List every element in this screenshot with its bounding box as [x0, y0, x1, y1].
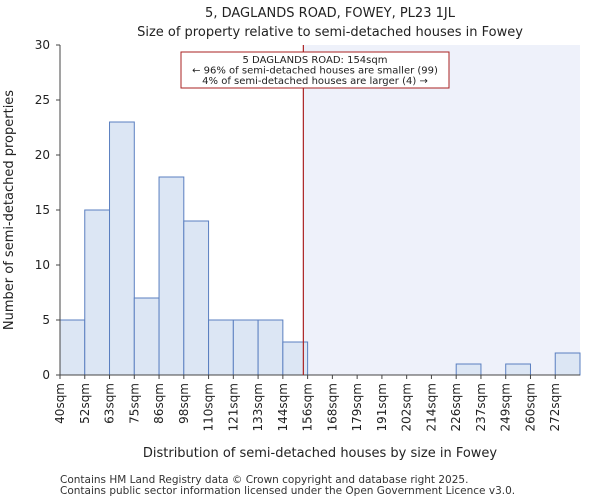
x-tick-label: 168sqm	[325, 383, 339, 431]
x-tick-label: 98sqm	[177, 383, 191, 424]
bar-98sqm	[183, 220, 210, 376]
x-tick-label: 75sqm	[127, 383, 141, 424]
y-tick-label: 30	[35, 38, 50, 52]
x-tick-label: 156sqm	[301, 383, 315, 431]
footer-line-2: Contains public sector information licen…	[60, 485, 515, 497]
x-ticks-layer: 40sqm 52sqm 63sqm 75sqm 86sqm 98sqm 110sqm 121s…	[53, 375, 562, 431]
bar-121sqm	[232, 319, 259, 376]
bar-133sqm	[257, 319, 284, 376]
y-tick-label: 5	[42, 313, 50, 327]
bar-249sqm	[505, 363, 531, 376]
x-tick-label: 121sqm	[226, 383, 240, 431]
y-ticks-layer: 0 5 10 15 20 25 30	[35, 38, 60, 382]
x-tick-label: 133sqm	[251, 383, 265, 431]
bar-86sqm	[158, 176, 185, 376]
bar-40sqm	[59, 319, 86, 376]
y-axis-label: Number of semi-detached properties	[2, 90, 17, 330]
bar-110sqm	[208, 319, 234, 376]
x-tick-label: 40sqm	[53, 383, 67, 424]
chart-title: 5, DAGLANDS ROAD, FOWEY, PL23 1JL	[205, 6, 456, 21]
x-tick-label: 202sqm	[400, 383, 414, 431]
y-tick-label: 25	[35, 93, 50, 107]
x-tick-label: 191sqm	[375, 383, 389, 431]
bar-52sqm	[84, 209, 111, 376]
annotation-line-1: 5 DAGLANDS ROAD: 154sqm	[243, 55, 388, 66]
x-tick-label: 260sqm	[523, 383, 537, 431]
bar-272sqm	[554, 352, 581, 376]
annotation-line-2: ← 96% of semi-detached houses are smalle…	[192, 66, 438, 77]
marker-layer: 5 DAGLANDS ROAD: 154sqm← 96% of semi-det…	[180, 45, 450, 375]
x-tick-label: 272sqm	[548, 383, 562, 431]
larger-region	[303, 45, 580, 375]
bar-75sqm	[133, 297, 160, 376]
x-tick-label: 63sqm	[103, 383, 117, 424]
footer-line-1: Contains HM Land Registry data © Crown c…	[60, 474, 468, 486]
bar-63sqm	[109, 121, 135, 376]
x-tick-label: 144sqm	[276, 383, 290, 431]
x-tick-label: 249sqm	[499, 383, 513, 431]
y-tick-label: 10	[35, 258, 50, 272]
x-tick-label: 214sqm	[424, 383, 438, 431]
bars-layer	[59, 121, 581, 376]
x-tick-label: 179sqm	[350, 383, 364, 431]
x-axis-label: Distribution of semi-detached houses by …	[143, 446, 498, 461]
x-tick-label: 110sqm	[202, 383, 216, 431]
y-tick-label: 15	[35, 203, 50, 217]
annotation-box	[180, 51, 450, 89]
y-tick-label: 0	[42, 368, 50, 382]
x-tick-label: 226sqm	[449, 383, 463, 431]
annotation-line-3: 4% of semi-detached houses are larger (4…	[202, 76, 428, 87]
y-tick-label: 20	[35, 148, 50, 162]
x-tick-label: 86sqm	[152, 383, 166, 424]
x-tick-label: 52sqm	[78, 383, 92, 424]
highlight-region-layer	[303, 45, 580, 375]
x-tick-label: 237sqm	[474, 383, 488, 431]
bar-226sqm	[455, 363, 482, 376]
chart-subtitle: Size of property relative to semi-detach…	[137, 25, 523, 40]
